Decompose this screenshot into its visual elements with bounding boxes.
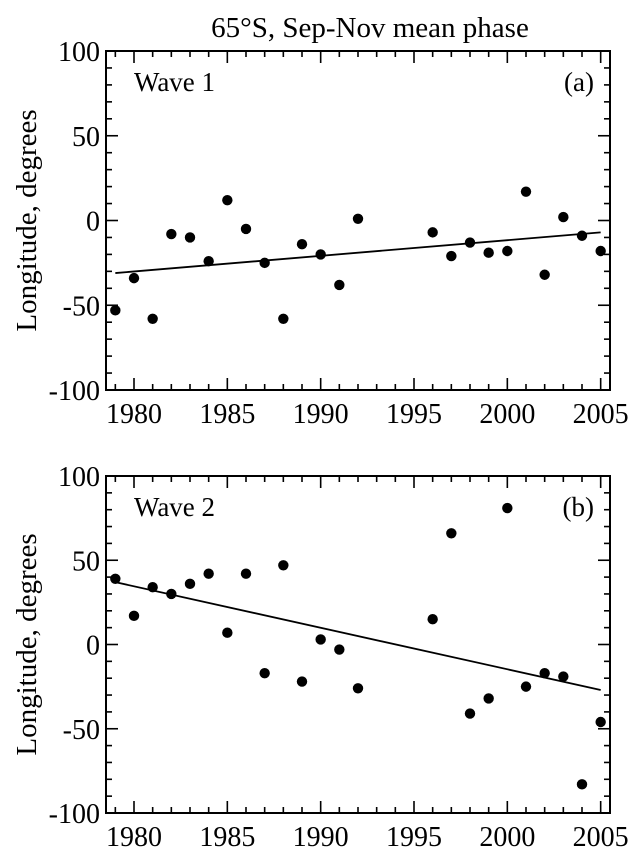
data-point [334,644,345,655]
plot-frame [105,475,611,814]
data-point [446,528,457,539]
data-point [184,232,196,243]
data-point [166,228,177,240]
data-point [259,667,270,679]
data-point [110,573,121,584]
data-point [576,779,588,790]
x-tick-label: 1995 [386,822,442,853]
x-tick-label: 1990 [293,399,349,430]
x-tick-label: 2005 [573,399,629,430]
data-point [315,249,326,260]
y-tick-label: -50 [63,715,100,746]
panel-b: 1980 1985 1990 1995 2000 2005 -100 -50 0 50 100 Lon… [11,462,629,853]
trend-line [115,231,601,274]
data-point [352,683,364,694]
data-point [334,279,345,291]
data-point [278,560,289,571]
y-tick-label: 0 [86,631,100,662]
data-point [296,676,308,687]
figure-title: 65°S, Sep-Nov mean phase [211,12,529,44]
data-point [502,502,513,514]
x-tick-label: 1980 [106,399,162,430]
data-point [222,627,233,638]
data-point [352,213,364,225]
data-point [110,305,121,316]
panel-a: 1980 1985 1990 1995 2000 2005 -100 -50 0 50 100 Lon… [11,37,629,430]
data-point [184,578,196,590]
data-point [446,250,457,262]
x-tick-label: 2000 [479,399,535,430]
x-tick-label: 1985 [199,822,255,853]
y-tick-label: 0 [86,207,100,238]
y-axis-title: Longitude, degrees [11,533,43,755]
data-point [240,223,252,235]
x-tick-label: 1990 [293,822,349,853]
data-point [128,610,140,622]
data-point [427,227,438,238]
x-tick-label: 1985 [199,399,255,430]
data-point [147,313,158,325]
y-axis-title: Longitude, degrees [11,109,43,331]
data-point [203,255,214,267]
data-point [464,708,476,719]
data-point [558,211,569,223]
data-point [558,671,569,682]
data-point [240,568,252,579]
data-point [296,239,308,250]
trend-line [115,581,601,691]
y-tick-label: 50 [72,122,100,153]
x-tick-label: 2000 [479,822,535,853]
data-point [278,313,289,325]
data-point [520,681,532,692]
y-tick-label: 100 [58,37,100,68]
x-tick-label: 1995 [386,399,442,430]
data-point [259,257,270,269]
x-tick-label: 1980 [106,822,162,853]
data-point [464,237,476,248]
data-point [483,247,494,258]
data-point [222,194,233,206]
data-point [539,667,550,679]
data-point [595,716,606,728]
data-point [502,245,513,257]
y-tick-label: -50 [63,291,100,322]
panel-tag: (b) [563,492,594,522]
y-tick-label: -100 [49,376,100,407]
data-point [203,568,214,579]
data-point [147,582,158,593]
series-label: Wave 2 [134,492,215,522]
y-tick-label: 100 [58,462,100,493]
y-tick-label: 50 [72,546,100,577]
series-label: Wave 1 [134,67,215,97]
data-point [483,693,494,704]
data-point [539,269,550,280]
data-point [520,186,532,197]
data-point [315,634,326,645]
data-point [166,588,177,600]
x-tick-label: 2005 [573,822,629,853]
panel-tag: (a) [564,67,594,97]
data-point [595,245,606,257]
data-point [427,614,438,625]
data-point [576,230,588,241]
data-point [128,272,140,284]
y-tick-label: -100 [49,799,100,830]
